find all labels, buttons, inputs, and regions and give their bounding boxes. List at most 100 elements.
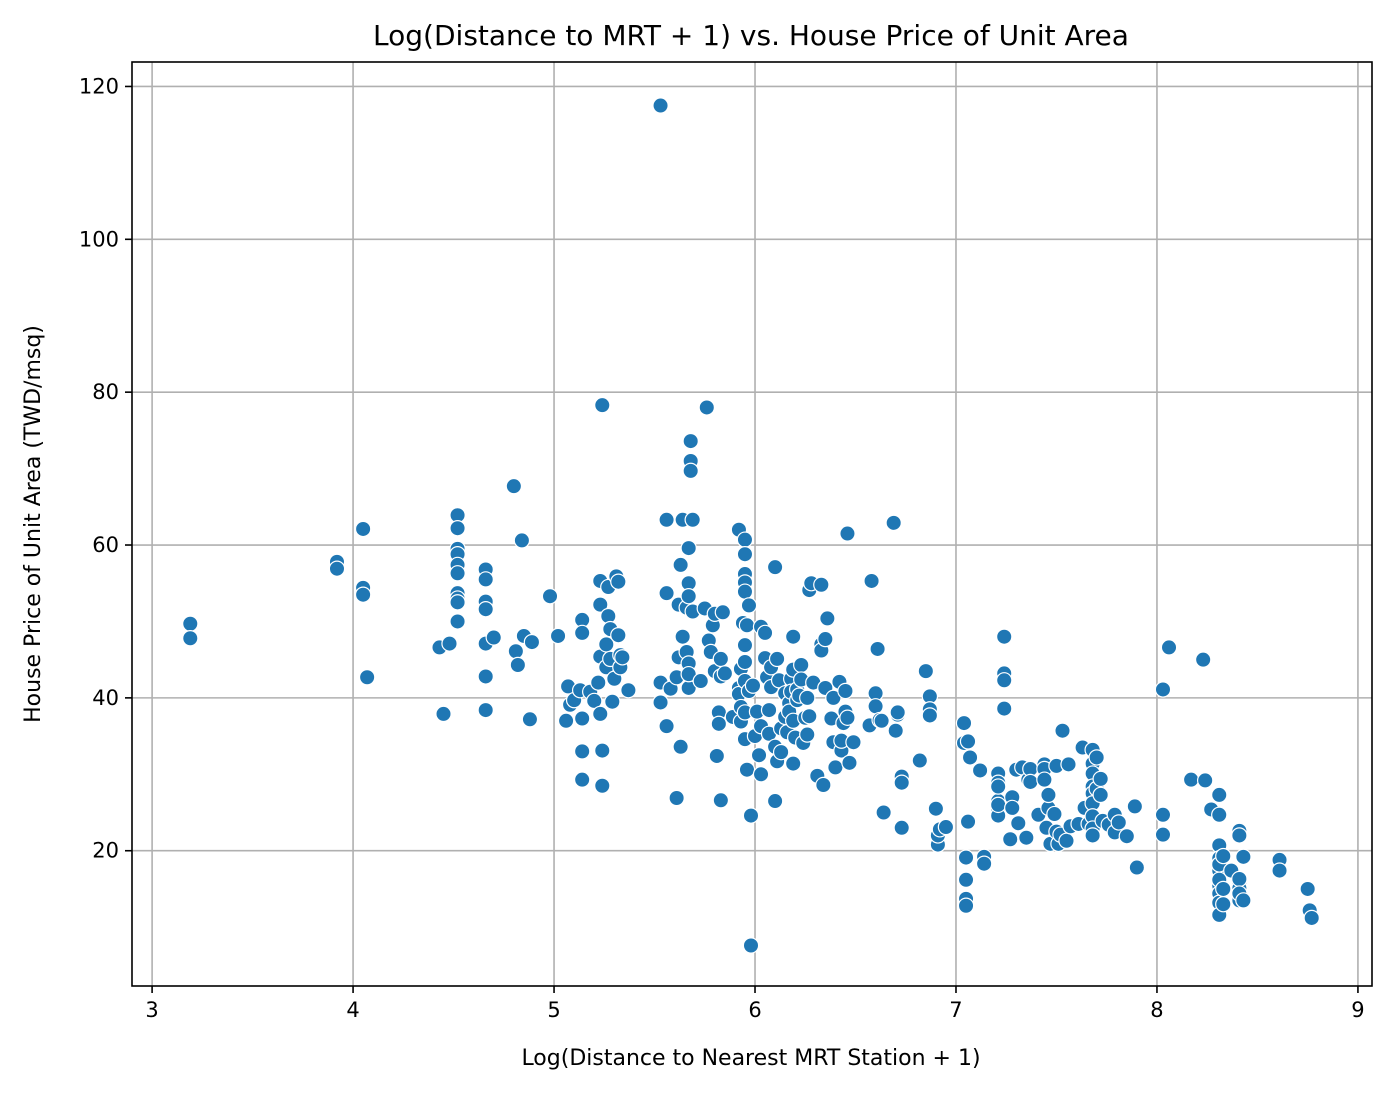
data-point bbox=[1040, 786, 1057, 804]
data-point bbox=[435, 705, 452, 723]
data-point bbox=[1271, 862, 1288, 879]
data-point bbox=[799, 689, 816, 707]
data-point bbox=[358, 669, 376, 686]
x-tick-label: 6 bbox=[748, 998, 761, 1022]
data-point bbox=[592, 705, 609, 723]
data-point bbox=[1092, 770, 1109, 788]
data-point bbox=[760, 701, 778, 719]
data-point bbox=[911, 752, 929, 769]
data-point bbox=[738, 761, 756, 778]
data-point bbox=[996, 672, 1013, 689]
data-point bbox=[1002, 831, 1019, 848]
data-point bbox=[1231, 870, 1248, 888]
data-point bbox=[573, 771, 591, 788]
data-point bbox=[819, 610, 836, 627]
y-axis-ticks: 20 40 60 80 100 120 bbox=[79, 74, 132, 863]
data-points bbox=[182, 97, 1320, 954]
data-point bbox=[682, 432, 699, 450]
data-point bbox=[1154, 826, 1172, 843]
data-point bbox=[793, 656, 810, 674]
data-point bbox=[1194, 651, 1212, 668]
data-point bbox=[893, 774, 910, 791]
data-point bbox=[921, 707, 939, 724]
data-point bbox=[813, 576, 830, 593]
data-point bbox=[610, 627, 627, 644]
data-point bbox=[845, 734, 862, 751]
data-point bbox=[1128, 859, 1146, 876]
data-point bbox=[509, 656, 527, 674]
data-point bbox=[592, 596, 609, 613]
data-point bbox=[573, 743, 591, 760]
data-point bbox=[839, 709, 856, 726]
data-point bbox=[742, 807, 760, 824]
data-point bbox=[1211, 786, 1228, 804]
data-point bbox=[975, 855, 993, 872]
data-point bbox=[885, 514, 902, 532]
x-axis-label: Log(Distance to Nearest MRT Station + 1) bbox=[521, 1046, 980, 1071]
data-point bbox=[957, 849, 975, 866]
data-point bbox=[594, 742, 611, 759]
data-point bbox=[668, 789, 685, 807]
data-point bbox=[610, 573, 627, 590]
data-point bbox=[449, 613, 466, 630]
data-point bbox=[989, 778, 1007, 795]
data-point bbox=[785, 628, 802, 645]
data-point bbox=[742, 937, 760, 954]
data-point bbox=[549, 627, 567, 645]
data-point bbox=[477, 668, 494, 685]
y-tick-label: 100 bbox=[79, 227, 119, 251]
data-point bbox=[736, 636, 754, 654]
data-point bbox=[961, 749, 979, 766]
data-point bbox=[937, 818, 955, 836]
data-point bbox=[799, 726, 816, 743]
data-point bbox=[449, 594, 466, 611]
data-point bbox=[971, 762, 989, 779]
data-point bbox=[744, 677, 762, 694]
data-point bbox=[837, 682, 854, 700]
data-point bbox=[1088, 749, 1105, 766]
data-point bbox=[927, 800, 945, 817]
data-point bbox=[712, 650, 730, 668]
data-point bbox=[1118, 828, 1136, 845]
data-point bbox=[736, 545, 754, 563]
data-point bbox=[658, 717, 675, 735]
y-tick-label: 80 bbox=[92, 380, 119, 404]
y-tick-label: 60 bbox=[92, 533, 119, 557]
data-point bbox=[867, 698, 884, 715]
data-point bbox=[1215, 896, 1232, 913]
data-point bbox=[523, 633, 541, 651]
data-point bbox=[1299, 880, 1316, 898]
data-point bbox=[1036, 771, 1053, 788]
x-tick-label: 8 bbox=[1150, 998, 1163, 1022]
data-point bbox=[817, 630, 834, 648]
data-point bbox=[957, 871, 975, 888]
data-point bbox=[996, 700, 1013, 717]
data-point bbox=[716, 665, 734, 682]
data-point bbox=[756, 624, 774, 642]
data-point bbox=[182, 630, 199, 647]
y-tick-label: 40 bbox=[92, 686, 119, 710]
data-point bbox=[772, 743, 790, 761]
data-point bbox=[1022, 773, 1039, 791]
data-point bbox=[658, 511, 675, 529]
data-point bbox=[328, 560, 346, 577]
data-point bbox=[604, 693, 621, 710]
data-point bbox=[815, 776, 832, 794]
data-point bbox=[1303, 909, 1320, 927]
data-point bbox=[652, 694, 669, 711]
data-point bbox=[873, 712, 890, 730]
data-point bbox=[1211, 806, 1228, 824]
data-point bbox=[513, 532, 531, 549]
data-point bbox=[710, 715, 728, 733]
y-axis-label: House Price of Unit Area (TWD/msq) bbox=[21, 325, 46, 723]
data-point bbox=[692, 672, 709, 690]
data-point bbox=[1060, 756, 1077, 773]
data-point bbox=[354, 586, 372, 603]
data-point bbox=[684, 511, 701, 529]
data-point bbox=[573, 710, 591, 727]
data-point bbox=[658, 584, 675, 602]
data-point bbox=[766, 558, 784, 576]
data-point bbox=[736, 531, 754, 548]
data-point bbox=[785, 755, 802, 772]
data-point bbox=[449, 520, 466, 537]
